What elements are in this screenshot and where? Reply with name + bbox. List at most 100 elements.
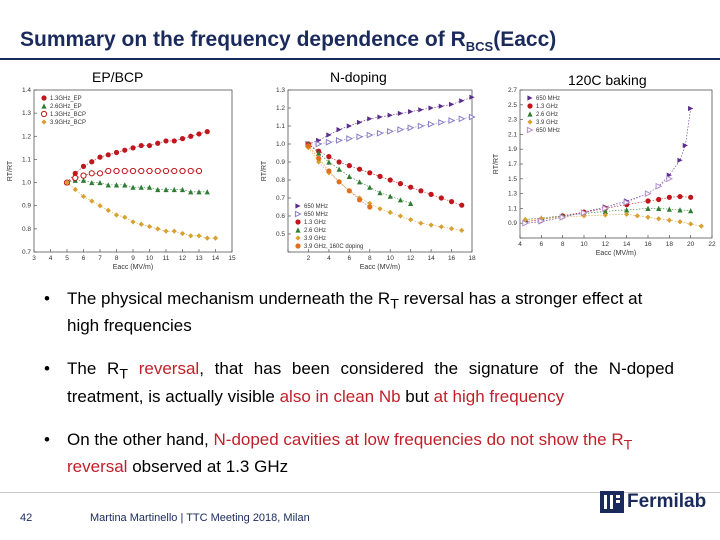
data-point [677,193,683,200]
data-point [655,182,663,190]
x-axis-label: Eacc (MV/m) [360,264,400,271]
data-point [188,133,194,139]
data-point [677,207,683,213]
bullet-item: • On the other hand, N-doped cavities at … [44,429,674,477]
data-point [130,184,136,190]
legend-marker [40,110,48,118]
fermilab-icon [600,491,624,513]
data-point [130,219,136,225]
plot-frame [519,89,713,239]
legend-marker [41,95,47,101]
x-tick-label: 14 [212,255,220,262]
bullet-item: • The RT reversal, that has been consider… [44,358,674,406]
data-point [624,207,630,213]
y-tick-label: 0.6 [276,213,285,220]
legend-marker [295,227,301,233]
data-point [346,173,352,179]
x-tick-label: 10 [580,241,588,248]
data-point [105,167,112,175]
x-tick-label: 12 [179,255,187,262]
panel-label-ep-bcp: EP/BCP [92,69,144,85]
data-point [179,230,186,237]
data-point [171,138,177,144]
panel-label-120c-baking: 120C baking [568,72,647,88]
slide-title: Summary on the frequency dependence of R… [20,28,557,55]
data-point [397,126,405,134]
data-point [656,205,662,211]
x-tick-label: 11 [163,255,170,262]
data-point [80,193,87,200]
legend-label: 3.9 GHz [304,236,326,242]
bullet-run: at high frequency [433,386,565,406]
x-axis-label: Eacc (MV/m) [596,250,636,257]
y-axis-label: RT/RT [7,160,14,181]
x-tick-label: 6 [82,255,86,262]
data-point [138,184,144,190]
x-tick-label: 16 [448,255,456,262]
data-series [305,143,373,210]
bullet-run: The R [67,359,120,379]
legend-marker [295,243,301,249]
data-point [121,167,128,175]
x-tick-label: 16 [644,241,652,248]
legend-marker [527,119,533,125]
x-tick-label: 22 [708,241,716,248]
y-tick-label: 1.7 [508,161,517,168]
chart-ep-bcp: 3 4 5 6 7 8 9 10 11 12 13 14 15 0.7 0.8 0.9 1.0 1.1 1.2 1.3… [7,87,236,271]
y-axis-label: RT/RT [261,160,268,181]
data-point [428,120,435,128]
legend-marker [294,210,302,218]
legend-label: 650 MHz [536,96,560,102]
legend-label: 2.6 GHz [536,112,558,118]
data-point [602,208,608,214]
x-tick-label: 4 [49,255,53,262]
data-point [97,203,103,209]
data-point [459,202,465,208]
data-point [80,172,87,179]
title-divider [0,58,720,60]
data-point [188,189,194,195]
legend-label: 1.3 GHz [536,104,558,110]
data-point [376,129,384,137]
data-point [187,167,194,175]
data-point [387,127,394,135]
x-tick-label: 13 [195,255,203,262]
data-point [367,184,373,190]
data-point [346,123,352,129]
data-point [459,98,465,104]
data-series [63,167,203,186]
data-point [407,124,415,132]
data-point [171,167,178,175]
data-point [623,199,631,206]
data-point [130,145,136,151]
data-point [666,175,674,183]
x-tick-label: 12 [407,255,415,262]
x-tick-label: 20 [687,241,695,248]
data-point [387,112,393,118]
data-point [179,167,186,175]
legend-marker [527,95,533,101]
bullet-text: The RT reversal, that has been considere… [67,359,674,405]
data-point [367,170,373,176]
y-tick-label: 1.3 [22,110,31,117]
bullet-item: • The physical mechanism underneath the R… [44,288,674,336]
data-point [645,205,651,211]
data-point [89,198,95,204]
bullet-run: , that has been considered the signature… [67,359,675,406]
data-point [72,186,78,193]
y-tick-label: 0.9 [276,159,285,166]
series-line [308,143,462,206]
data-point [522,219,530,227]
x-tick-label: 8 [561,241,565,248]
y-tick-label: 1.1 [276,123,285,130]
x-tick-label: 18 [468,255,476,262]
data-point [428,191,434,197]
legend-label: 1.3GHz_BCP [50,112,86,118]
data-point [146,184,153,190]
chart-n-doping: 2 4 6 8 10 12 14 16 18 0.5 0.6 0.7 0.8 0.9 1.0 1.1 1.2 1.… [261,87,476,271]
x-tick-label: 10 [387,255,395,262]
y-tick-label: 0.7 [276,195,285,202]
legend-marker [527,103,533,109]
y-tick-label: 1.0 [22,180,31,187]
legend-marker [295,203,301,209]
